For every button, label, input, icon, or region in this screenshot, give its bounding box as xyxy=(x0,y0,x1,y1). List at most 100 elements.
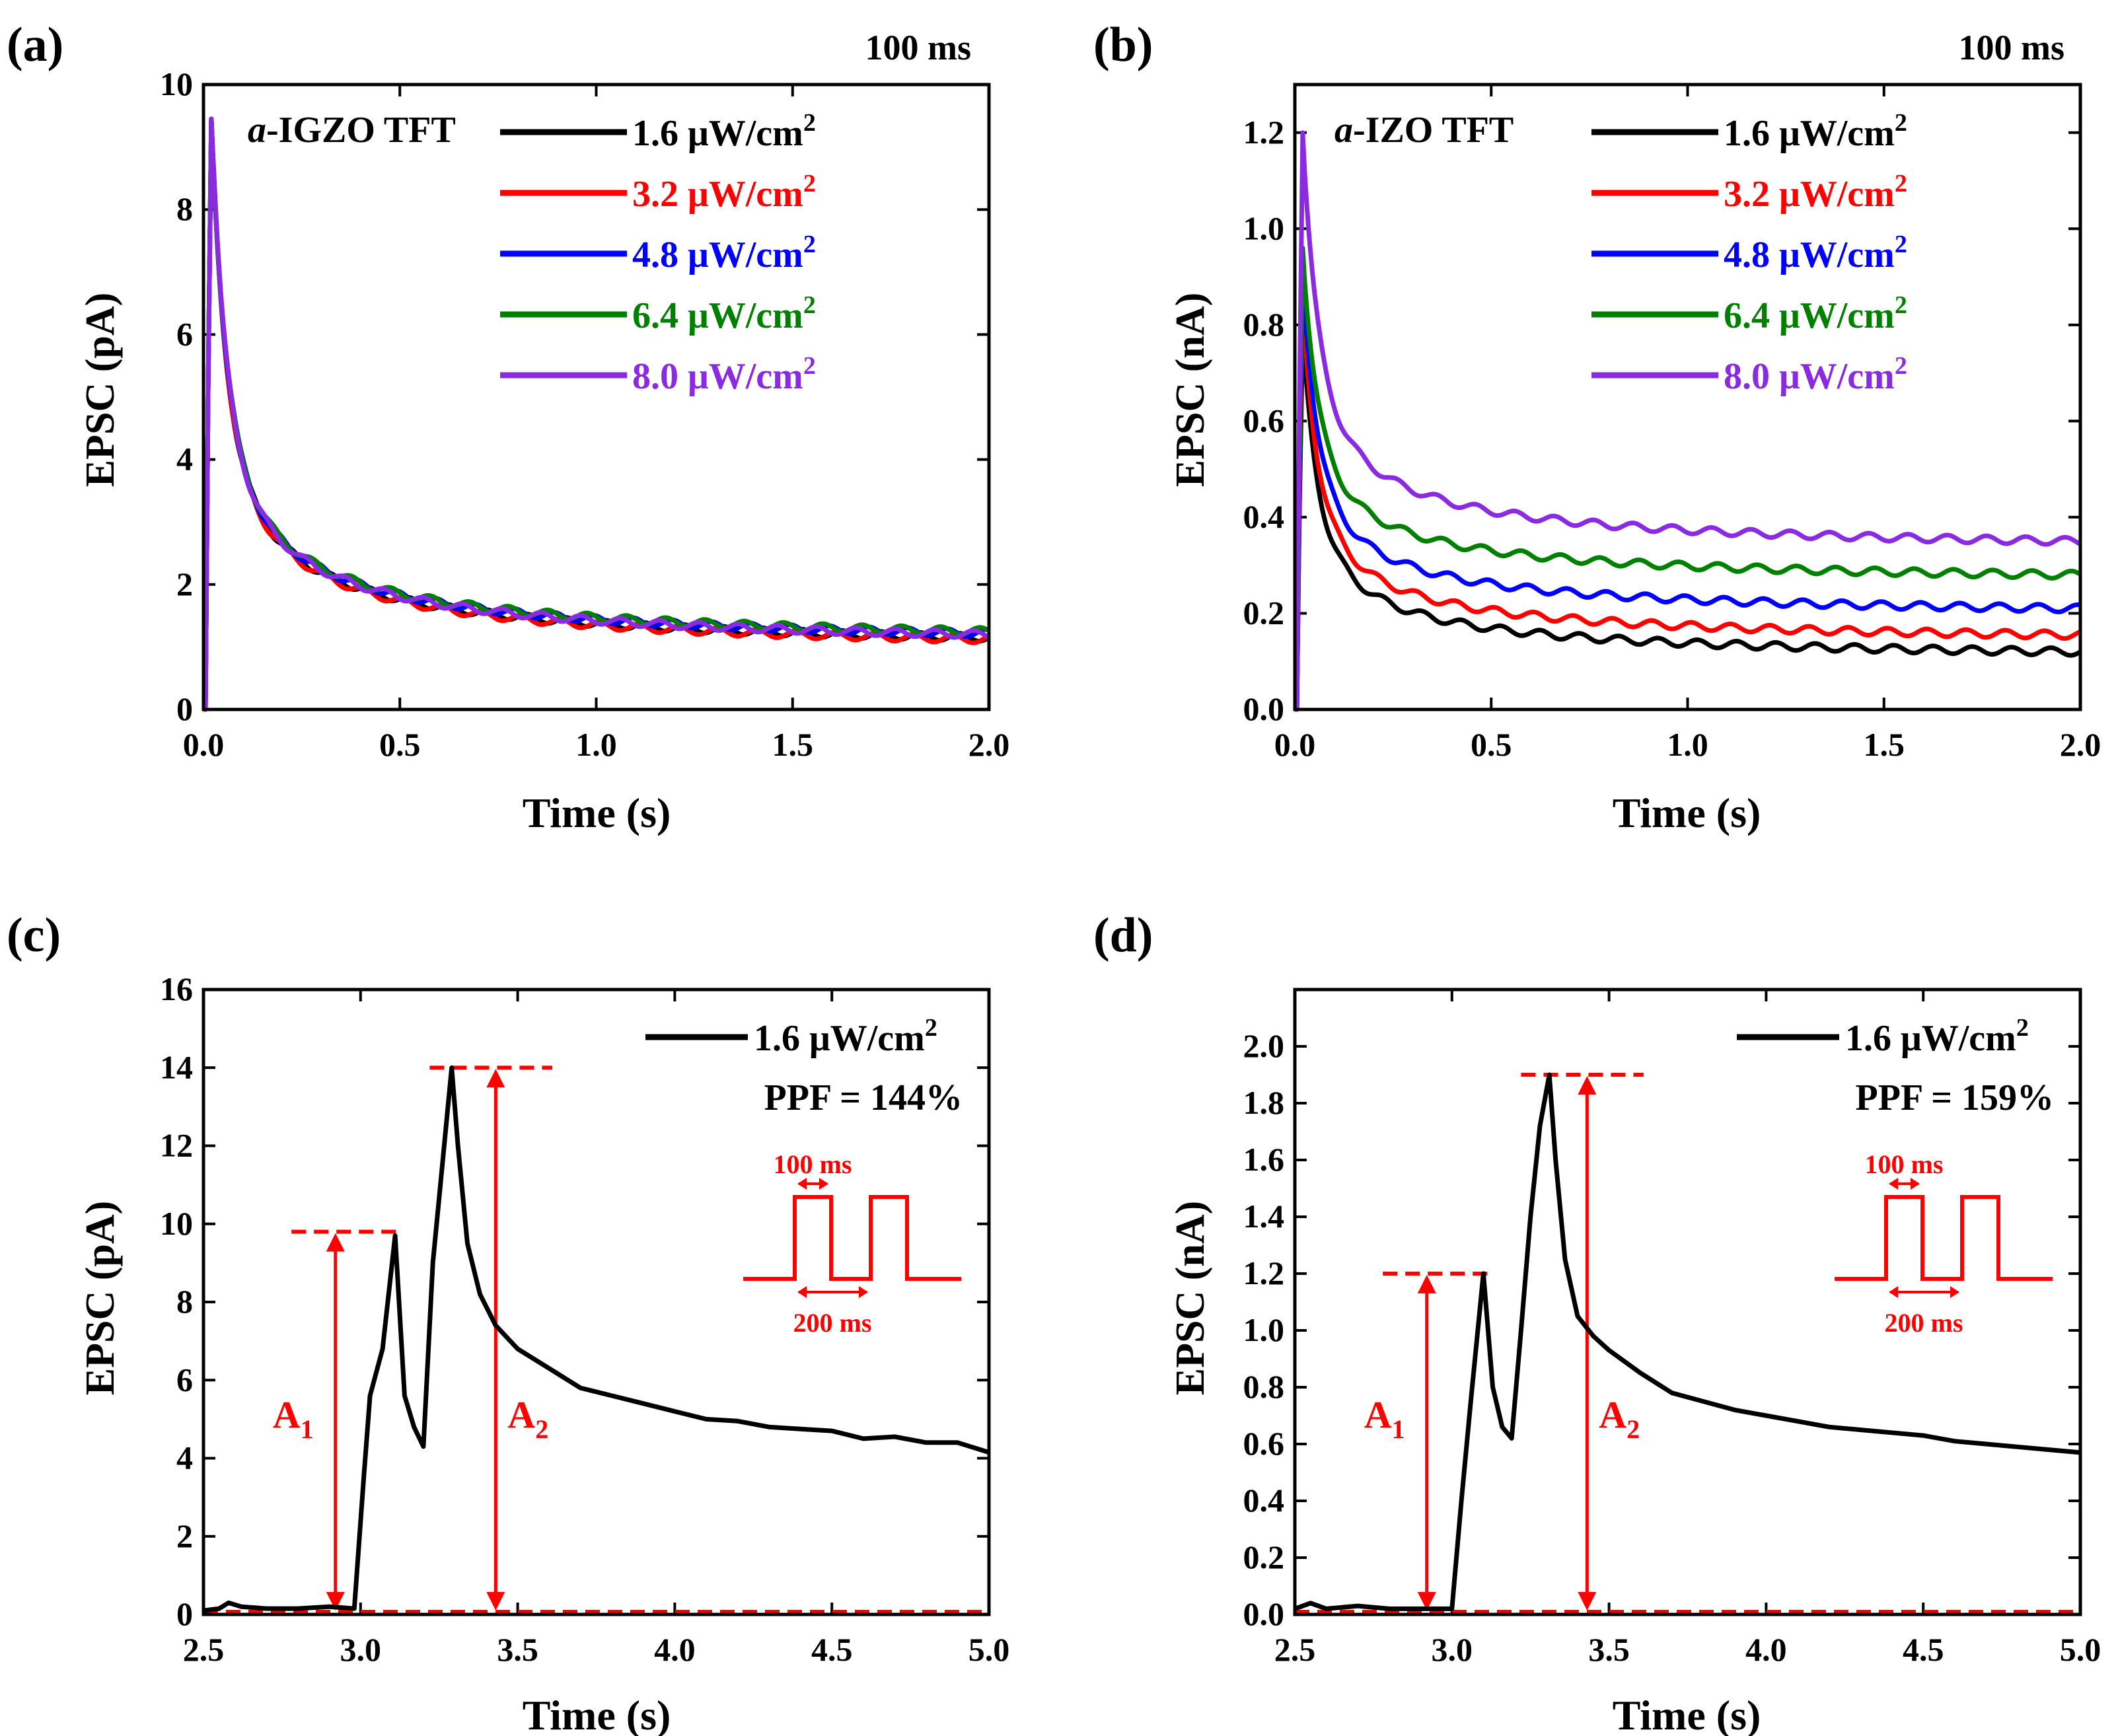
panel-d-a1-arrow-head-down xyxy=(1417,1592,1436,1610)
panel-c-ylabel: EPSC (pA) xyxy=(78,1201,123,1396)
panel-d-pulse-width-label: 100 ms xyxy=(1865,1149,1944,1179)
panel-d-xtick-label: 3.5 xyxy=(1588,1631,1630,1668)
panel-a-legend-label: 3.2 μW/cm2 xyxy=(632,170,816,215)
panel-d-ytick-label: 0.0 xyxy=(1243,1595,1285,1632)
panel-b-ytick-label: 0.6 xyxy=(1243,402,1285,439)
panel-a-device-label: a-IGZO TFT xyxy=(248,110,456,151)
panel-b-ytick-label: 1.2 xyxy=(1243,114,1285,151)
panel-c-plot-frame xyxy=(201,988,991,1616)
panel-b-xtick-label: 0.0 xyxy=(1274,726,1316,763)
panel-d-a2-label: A2 xyxy=(1599,1393,1640,1444)
panel-c-ytick-label: 16 xyxy=(160,970,193,1007)
panel-b-legend-label: 3.2 μW/cm2 xyxy=(1724,170,1907,215)
panel-c-ytick-label: 4 xyxy=(176,1439,193,1476)
panel-d-ppf-text: PPF = 159% xyxy=(1856,1077,2054,1118)
panel-a-series-8-0 xyxy=(203,116,990,712)
panel-d-ytick-label: 0.6 xyxy=(1243,1425,1285,1462)
panel-c-legend: 1.6 μW/cm2 PPF = 144% xyxy=(645,1014,963,1118)
panel-a-legend-label: 6.4 μW/cm2 xyxy=(632,291,816,336)
panel-d-series-line xyxy=(1294,1072,2081,1611)
panel-c-a2-arrow-head-down xyxy=(486,1592,505,1610)
panel-c-pulse-train xyxy=(743,1195,961,1281)
panel-c-series-line xyxy=(203,1065,990,1613)
panel-c-xtick-label: 4.0 xyxy=(654,1631,696,1668)
panel-c-ticks: 2.5 3.0 3.5 4.0 4.5 5.0 0 2 4 6 8 10 12 14 16 xyxy=(160,970,1009,1668)
panel-d-pulse-train xyxy=(1835,1195,2053,1281)
panel-d-xtick-label: 4.5 xyxy=(1903,1631,1944,1668)
panel-c-a2-arrow-head-up xyxy=(486,1069,505,1088)
panel-d-ticks: 2.5 3.0 3.5 4.0 4.5 5.0 0.0 0.2 0.4 0.6 0.8 1.0 1.2 1… xyxy=(1243,990,2101,1668)
panel-d-pulse-width-head-left xyxy=(1889,1178,1898,1190)
panel-b-label: (b) xyxy=(1093,18,1153,72)
panel-a-legend: 1.6 μW/cm2 3.2 μW/cm2 4.8 μW/cm2 6.4 μW/cm2… xyxy=(500,109,816,397)
panel-b-xtick-label: 2.0 xyxy=(2060,726,2101,763)
panel-a-xlabel: Time (s) xyxy=(523,789,671,836)
panel-b-pulse-note: 100 ms xyxy=(1959,28,2065,67)
panel-c-series xyxy=(203,1065,990,1613)
panel-c-ytick-label: 2 xyxy=(176,1517,193,1554)
panel-a-xtick-label: 0.0 xyxy=(183,726,225,763)
panel-d-ytick-label: 0.8 xyxy=(1243,1368,1285,1405)
panel-d: (d) EPSC (nA) Time (s) 2.5 3.0 3.5 4.0 4.5 5.… xyxy=(1093,908,2101,1736)
panel-c-label: (c) xyxy=(7,908,61,962)
panel-b-device-label: a-IZO TFT xyxy=(1334,110,1514,151)
panel-d-a1-label: A1 xyxy=(1364,1393,1405,1444)
panel-c-ytick-label: 10 xyxy=(160,1205,193,1242)
panel-d-xtick-label: 2.5 xyxy=(1274,1631,1316,1668)
panel-c-a1-label: A1 xyxy=(273,1393,314,1444)
panel-b-ticks: 0.0 0.5 1.0 1.5 2.0 0.0 0.2 0.4 0.6 0.8 1.0 1.2 xyxy=(1243,85,2101,763)
panel-d-legend: 1.6 μW/cm2 PPF = 159% xyxy=(1737,1014,2054,1118)
panel-c-ppf-text: PPF = 144% xyxy=(764,1077,963,1118)
panel-b-xtick-label: 0.5 xyxy=(1471,726,1512,763)
panel-a-device-italic: a xyxy=(248,110,266,151)
panel-c-xtick-label: 3.0 xyxy=(340,1631,382,1668)
panel-a-legend-label: 1.6 μW/cm2 xyxy=(632,109,816,154)
panel-d-ytick-label: 0.4 xyxy=(1243,1482,1285,1519)
panel-a-legend-label: 8.0 μW/cm2 xyxy=(632,352,816,397)
panel-a-legend-label: 4.8 μW/cm2 xyxy=(632,231,816,275)
panel-c-a2-label: A2 xyxy=(507,1393,548,1444)
panel-b-device-rest: -IZO TFT xyxy=(1353,110,1514,151)
panel-d-xtick-label: 3.0 xyxy=(1432,1631,1473,1668)
panel-b-series-6-4 xyxy=(1294,245,2082,712)
panel-d-xlabel: Time (s) xyxy=(1613,1692,1761,1736)
panel-a-device-rest: -IGZO TFT xyxy=(266,110,456,151)
panel-c-xtick-label: 4.5 xyxy=(811,1631,853,1668)
panel-b-ylabel: EPSC (nA) xyxy=(1168,293,1213,488)
panel-c-pulse-interval-label: 200 ms xyxy=(793,1308,872,1338)
panel-a-ytick-label: 6 xyxy=(176,315,193,352)
panel-d-pulse-interval-head-right xyxy=(1950,1286,1959,1298)
panel-a-ytick-label: 2 xyxy=(176,565,193,602)
panel-d-plot-frame xyxy=(1293,988,2082,1616)
panel-a-ytick-label: 0 xyxy=(176,690,193,727)
panel-b-device-italic: a xyxy=(1334,110,1353,151)
panel-d-pulse-interval-head-left xyxy=(1889,1286,1898,1298)
panel-c-ytick-label: 12 xyxy=(160,1127,193,1164)
panel-a-xtick-label: 2.0 xyxy=(968,726,1010,763)
panel-c: (c) EPSC (pA) Time (s) 2.5 3.0 3.5 4.0 4.5 5.… xyxy=(7,908,1009,1736)
panel-c-xlabel: Time (s) xyxy=(523,1692,671,1736)
panel-c-annotations: A1 A2 100 ms 200 ms xyxy=(203,1066,989,1614)
panel-b-legend-label: 8.0 μW/cm2 xyxy=(1724,352,1907,397)
panel-c-ytick-label: 0 xyxy=(176,1595,193,1632)
panel-b-series-3-2 xyxy=(1294,303,2082,712)
panel-b-series xyxy=(1294,130,2082,712)
panel-c-pulse-width-label: 100 ms xyxy=(774,1149,852,1179)
panel-d-xtick-label: 4.0 xyxy=(1745,1631,1787,1668)
panel-d-a2-arrow-head-up xyxy=(1578,1076,1597,1095)
panel-d-ylabel: EPSC (nA) xyxy=(1168,1201,1213,1396)
panel-d-ytick-label: 1.0 xyxy=(1243,1311,1285,1348)
panel-c-ytick-label: 14 xyxy=(160,1048,193,1085)
panel-c-xtick-label: 3.5 xyxy=(497,1631,538,1668)
panel-c-pulse-width-head-right xyxy=(819,1178,828,1190)
panel-b-plot-frame xyxy=(1293,83,2082,711)
panel-c-xtick-label: 5.0 xyxy=(968,1631,1010,1668)
panel-a: (a) 100 ms a-IGZO TFT EPSC (pA) Time (s)… xyxy=(7,18,1009,836)
panel-b-series-1-6 xyxy=(1294,332,2082,712)
panel-d-ytick-label: 1.8 xyxy=(1243,1084,1285,1121)
panel-b-xlabel: Time (s) xyxy=(1613,789,1761,836)
panel-d-ytick-label: 1.2 xyxy=(1243,1254,1285,1291)
panel-d-label: (d) xyxy=(1093,908,1153,962)
panel-a-xtick-label: 1.0 xyxy=(575,726,617,763)
